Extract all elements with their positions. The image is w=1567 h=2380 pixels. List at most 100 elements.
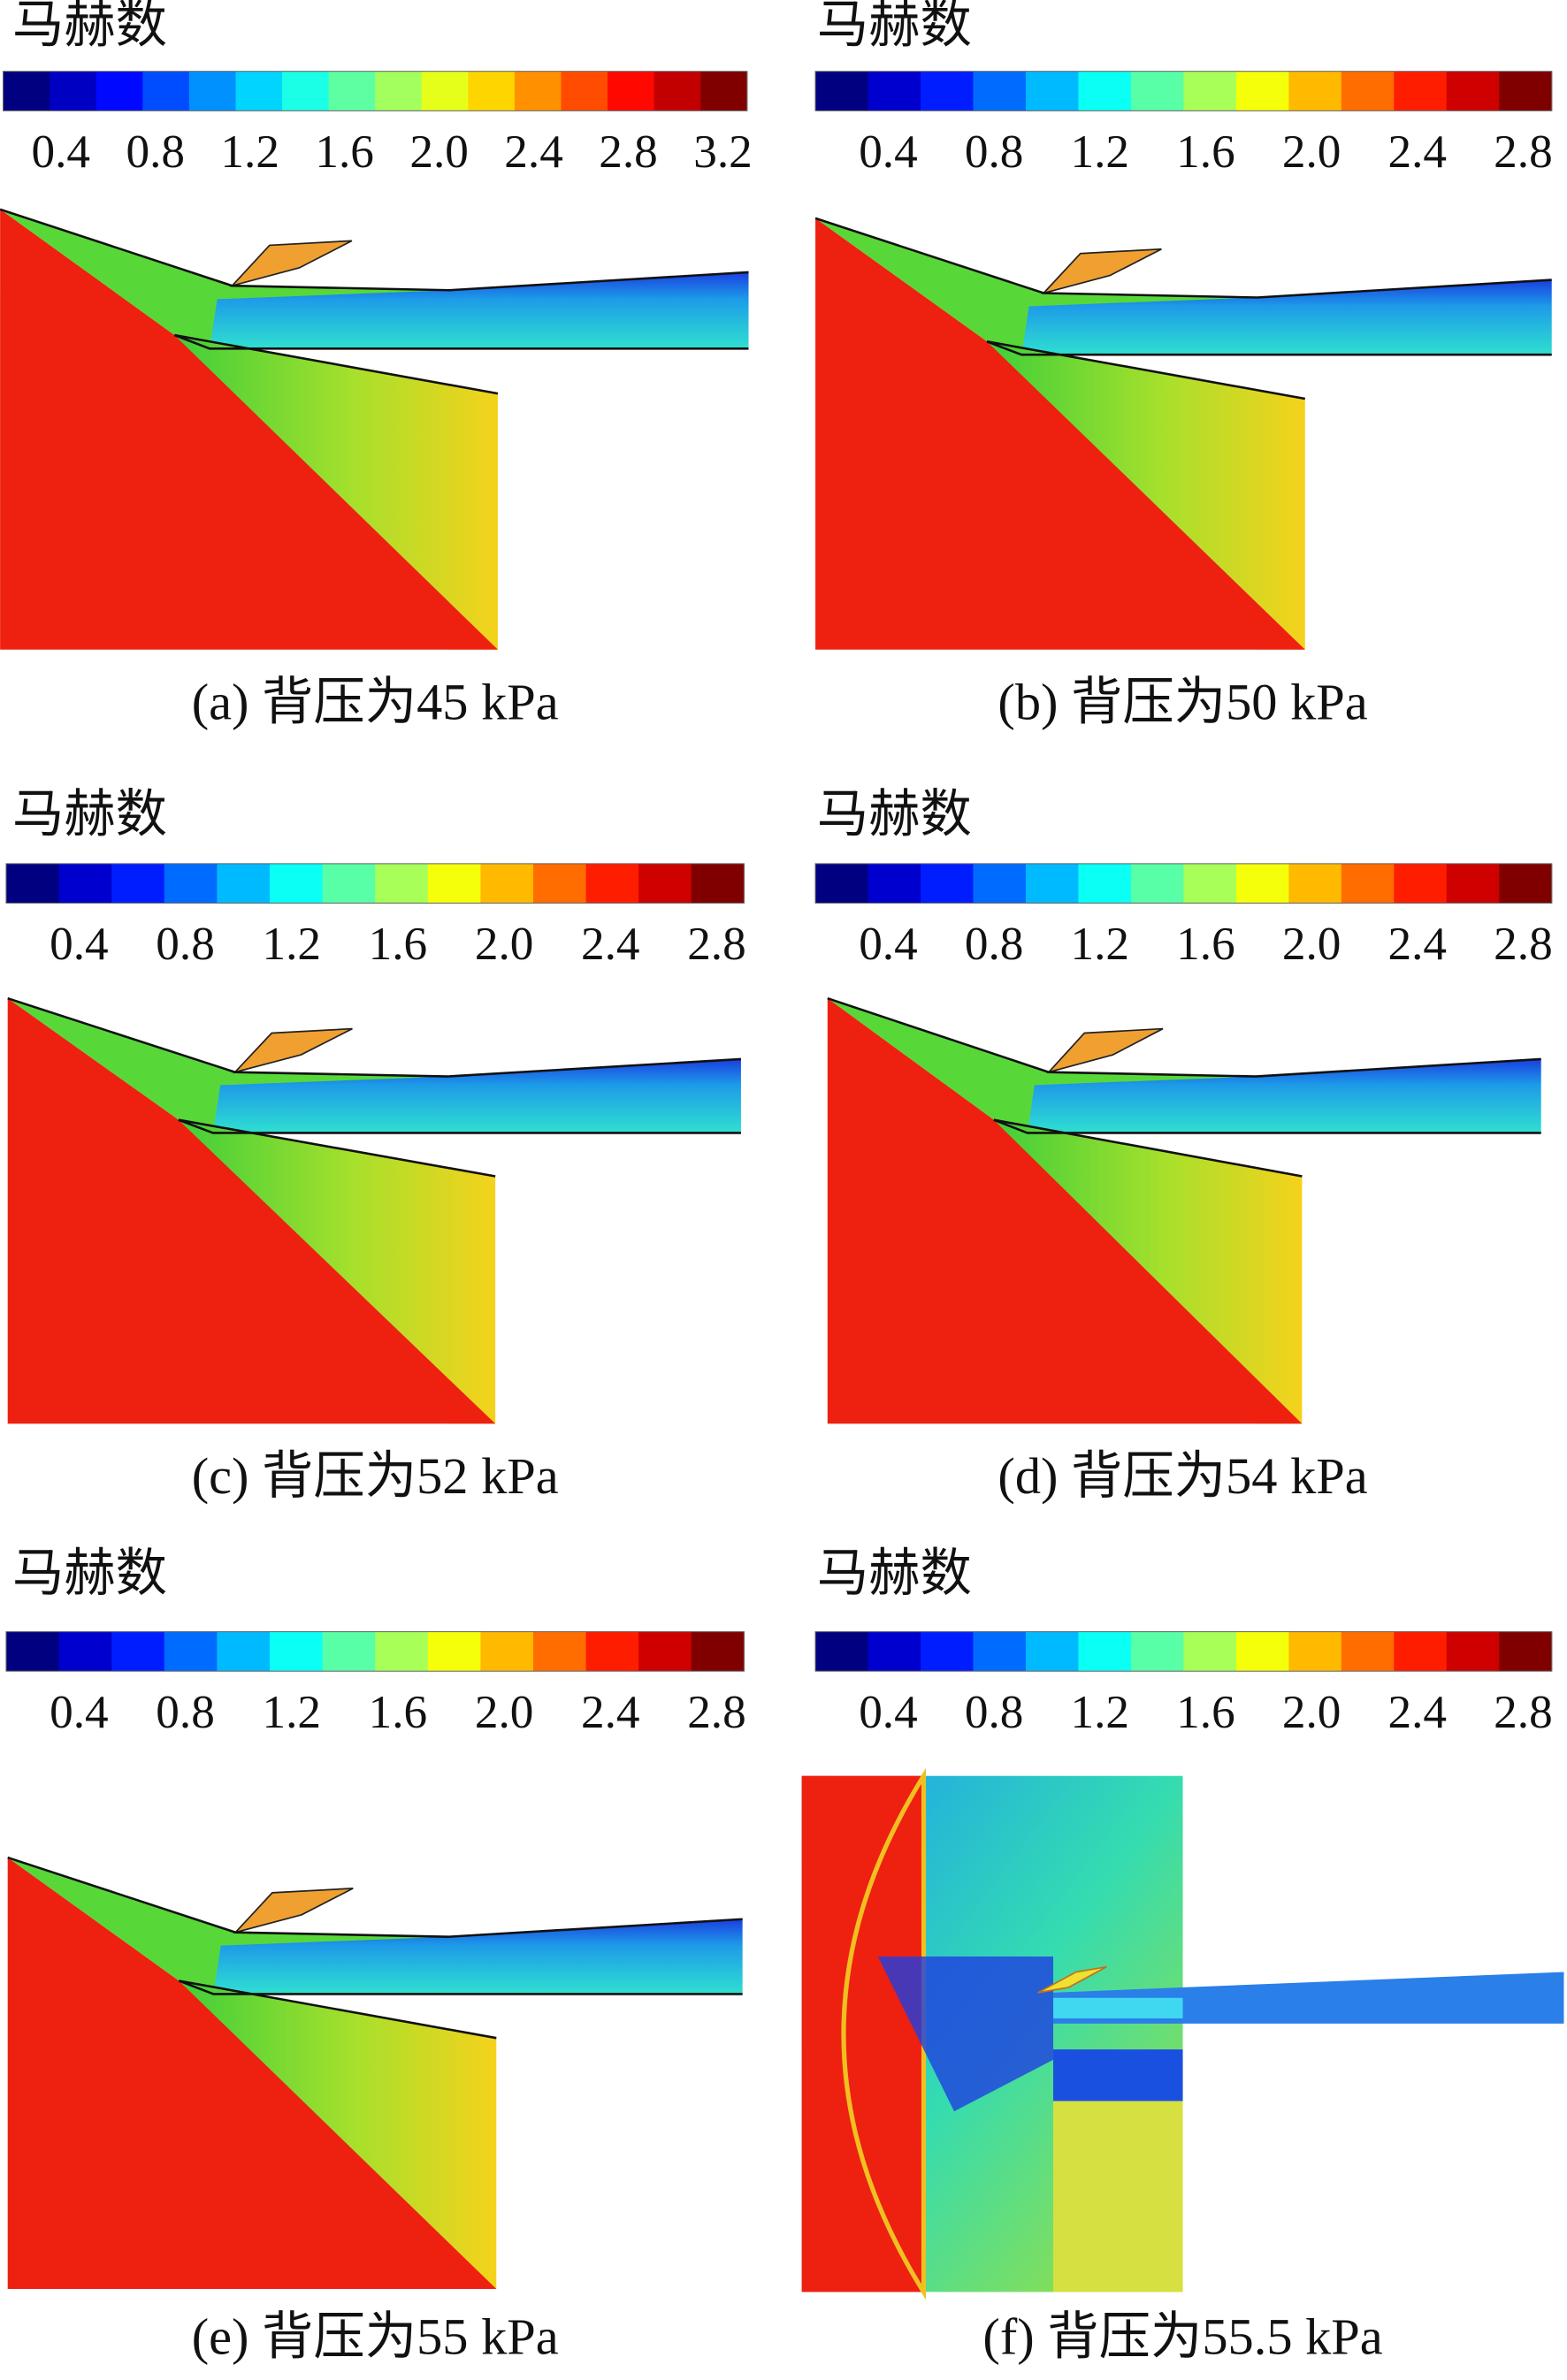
colorbar-title: 马赫数: [817, 1545, 972, 1602]
colorbar-swatch: [654, 71, 701, 111]
colorbar-swatch: [815, 71, 869, 111]
colorbar-tick-label: 2.4: [504, 126, 563, 178]
colorbar-swatch: [164, 1631, 218, 1672]
colorbar-swatch: [375, 1631, 429, 1672]
colorbar-swatch: [921, 71, 974, 111]
colorbar-swatch: [638, 1631, 692, 1672]
colorbar-tick-label: 2.4: [1388, 918, 1448, 970]
colorbar-tick-label: 1.2: [220, 126, 279, 178]
colorbar-swatch: [1078, 1631, 1132, 1672]
colorbar-tick-label: 0.4: [50, 1686, 109, 1738]
colorbar-swatch: [427, 863, 481, 904]
colorbar-tick-label: 0.4: [859, 126, 918, 178]
channel-flow: [210, 271, 749, 349]
colorbar-swatch: [868, 1631, 921, 1672]
colorbar-swatch: [1130, 863, 1184, 904]
colorbar-tick-label: 0.8: [965, 918, 1024, 970]
colorbar-tick-label: 1.6: [369, 918, 428, 970]
colorbar-tick-label: 2.0: [1282, 918, 1342, 970]
colorbar-tick-label: 2.8: [1494, 126, 1553, 178]
colorbar-swatch: [1394, 1631, 1448, 1672]
freestream: [7, 998, 496, 1424]
colorbar-frame: [5, 863, 745, 904]
colorbar-swatch: [1499, 71, 1553, 111]
colorbar-swatch: [973, 1631, 1027, 1672]
colorbar-swatch: [868, 71, 921, 111]
colorbar-frame: [3, 71, 748, 111]
colorbar-swatch: [1078, 863, 1132, 904]
cowl-bubble: [1037, 1965, 1107, 1994]
colorbar-swatch: [1499, 863, 1553, 904]
wall: [178, 1118, 496, 1178]
caption: (c) 背压为52 kPa: [192, 1447, 559, 1505]
caption: (d) 背压为54 kPa: [998, 1447, 1367, 1505]
colorbar-tick-label: 1.6: [369, 1686, 428, 1738]
cowl-bubble: [233, 1888, 354, 1934]
colorbar-swatch: [1235, 71, 1289, 111]
wall: [986, 340, 1306, 400]
colorbar-tick-label: 0.4: [859, 1686, 918, 1738]
colorbar-swatch: [427, 1631, 481, 1672]
colorbar-tick-label: 1.6: [1176, 918, 1235, 970]
colorbar-swatch: [1288, 863, 1342, 904]
colorbar-swatch: [700, 71, 748, 111]
colorbar-frame: [814, 863, 1553, 904]
panel: 马赫数 0.4 0.8 1.2 1.6 2.0 2.4 2.8 (f) 背压为55.5 kPa: [801, 1545, 1564, 2365]
panel: 马赫数 0.4 0.8 1.2 1.6 2.0 2.4 2.8 (b) 背压为50 kPa: [814, 0, 1553, 730]
colorbar-tick-label: 0.8: [126, 126, 185, 178]
colorbar-swatch: [235, 71, 283, 111]
freestream: [7, 1857, 497, 2289]
caption: (b) 背压为50 kPa: [998, 673, 1367, 730]
colorbar-swatch: [973, 863, 1027, 904]
colorbar-swatch: [1446, 71, 1500, 111]
colorbar-swatch: [468, 71, 516, 111]
colorbar-swatch: [188, 71, 236, 111]
colorbar-swatch: [691, 1631, 745, 1672]
wall: [7, 1856, 743, 1938]
colorbar-tick-label: 1.2: [262, 918, 321, 970]
cowl-bubble: [1041, 248, 1162, 295]
colorbar-swatch: [1183, 863, 1237, 904]
colorbar-swatch: [142, 71, 190, 111]
panel: 马赫数 0.4 0.8 1.2 1.6 2.0 2.4 2.8 3.2 (a) 背压为45 kPa: [0, 0, 753, 730]
panel: 马赫数 0.4 0.8 1.2 1.6 2.0 2.4 2.8 (d) 背压为54 kPa: [814, 785, 1553, 1505]
colorbar-swatch: [5, 1631, 60, 1672]
colorbar-title: 马赫数: [12, 0, 167, 54]
wall: [814, 217, 1552, 299]
colorbar-tick-label: 0.8: [965, 1686, 1024, 1738]
freestream: [0, 209, 498, 650]
colorbar-swatch: [868, 863, 921, 904]
colorbar-tick-label: 2.0: [475, 918, 534, 970]
colorbar-tick-label: 1.2: [1071, 918, 1130, 970]
wall: [174, 333, 499, 395]
colorbar-swatch: [96, 71, 143, 111]
colorbar-swatch: [1288, 71, 1342, 111]
caption: (f) 背压为55.5 kPa: [982, 2308, 1382, 2365]
vortex: [877, 1957, 1054, 2112]
colorbar-swatch: [217, 1631, 271, 1672]
lower-flow: [993, 1119, 1303, 1424]
colorbar-swatch: [1130, 71, 1184, 111]
colorbar-swatch: [561, 71, 608, 111]
colorbar-swatch: [691, 863, 745, 904]
panel: 马赫数 0.4 0.8 1.2 1.6 2.0 2.4 2.8 (e) 背压为55 kPa: [5, 1545, 746, 2365]
colorbar-tick-label: 0.4: [859, 918, 918, 970]
colorbar-swatch: [480, 863, 534, 904]
colorbar-tick-label: 2.8: [687, 918, 746, 970]
colorbar-tick-label: 1.2: [262, 1686, 321, 1738]
wall: [178, 1118, 741, 1134]
colorbar-tick-label: 1.6: [315, 126, 374, 178]
wall: [7, 996, 742, 1078]
wall: [827, 996, 1541, 1078]
colorbar-tick-label: 2.0: [409, 126, 469, 178]
colorbar-swatch: [282, 71, 330, 111]
cowl-bubble: [1046, 1027, 1164, 1074]
colorbar-tick-label: 2.0: [475, 1686, 534, 1738]
caption: (e) 背压为55 kPa: [192, 2308, 559, 2365]
colorbar-swatch: [532, 863, 587, 904]
colorbar-tick-label: 2.8: [1494, 918, 1553, 970]
bow-shock: [841, 1767, 927, 2300]
colorbar-tick-label: 1.2: [1071, 1686, 1130, 1738]
colorbar-tick-label: 2.8: [687, 1686, 746, 1738]
colorbar-swatch: [1078, 71, 1132, 111]
